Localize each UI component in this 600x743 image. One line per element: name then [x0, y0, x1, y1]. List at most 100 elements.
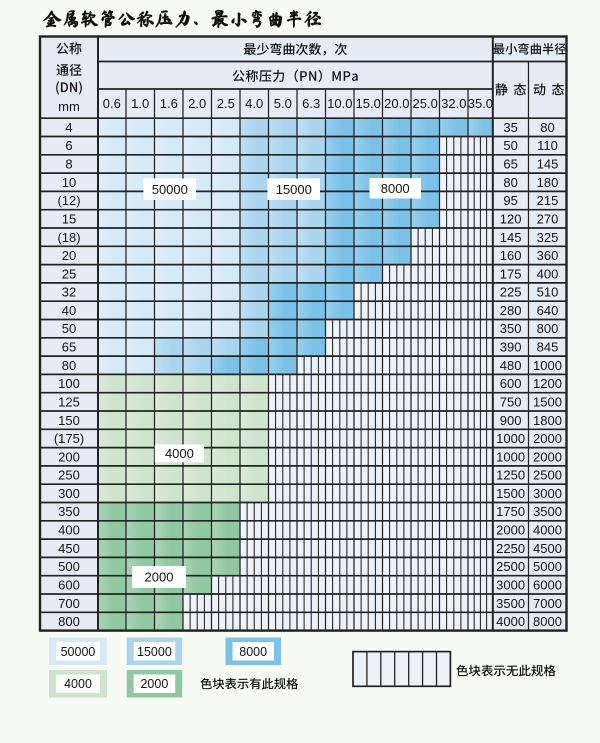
svg-text:150: 150: [58, 413, 80, 428]
svg-text:180: 180: [537, 175, 559, 190]
svg-text:750: 750: [500, 394, 522, 409]
svg-text:7000: 7000: [533, 596, 562, 611]
svg-text:1000: 1000: [496, 449, 525, 464]
svg-text:2000: 2000: [145, 570, 174, 585]
svg-text:32.0: 32.0: [441, 96, 466, 111]
svg-text:32: 32: [62, 285, 76, 300]
svg-text:4.0: 4.0: [245, 96, 263, 111]
svg-text:10: 10: [62, 175, 76, 190]
svg-text:390: 390: [500, 340, 522, 355]
svg-text:700: 700: [58, 596, 80, 611]
svg-text:510: 510: [537, 285, 559, 300]
svg-text:500: 500: [58, 559, 80, 574]
svg-text:2250: 2250: [496, 541, 525, 556]
svg-text:280: 280: [500, 303, 522, 318]
svg-text:15000: 15000: [137, 645, 172, 659]
svg-text:3000: 3000: [496, 578, 525, 593]
svg-text:25: 25: [62, 266, 76, 281]
svg-text:300: 300: [58, 486, 80, 501]
svg-text:80: 80: [540, 120, 554, 135]
svg-text:1500: 1500: [496, 486, 525, 501]
svg-text:250: 250: [58, 468, 80, 483]
svg-text:50000: 50000: [61, 645, 96, 659]
svg-text:5.0: 5.0: [274, 96, 292, 111]
svg-text:120: 120: [500, 211, 522, 226]
svg-text:1000: 1000: [533, 358, 562, 373]
svg-text:5000: 5000: [533, 559, 562, 574]
svg-text:350: 350: [500, 321, 522, 336]
svg-text:95: 95: [503, 193, 517, 208]
svg-text:1500: 1500: [533, 394, 562, 409]
svg-text:900: 900: [500, 413, 522, 428]
svg-text:0.6: 0.6: [103, 96, 121, 111]
svg-text:15000: 15000: [276, 182, 312, 197]
svg-text:65: 65: [503, 157, 517, 172]
svg-text:4500: 4500: [533, 541, 562, 556]
svg-text:(12): (12): [57, 193, 80, 208]
svg-text:3000: 3000: [533, 486, 562, 501]
svg-text:110: 110: [537, 138, 558, 153]
svg-text:mm: mm: [58, 99, 80, 114]
svg-text:2500: 2500: [533, 468, 562, 483]
svg-text:2000: 2000: [533, 449, 562, 464]
svg-text:100: 100: [58, 376, 80, 391]
svg-text:50: 50: [62, 321, 76, 336]
svg-text:15.0: 15.0: [356, 96, 381, 111]
svg-text:400: 400: [537, 266, 559, 281]
svg-text:270: 270: [537, 211, 559, 226]
svg-text:2.5: 2.5: [217, 96, 235, 111]
svg-text:2.0: 2.0: [188, 96, 206, 111]
svg-text:35: 35: [503, 120, 517, 135]
svg-text:1200: 1200: [533, 376, 562, 391]
svg-text:4000: 4000: [496, 614, 525, 629]
svg-text:145: 145: [500, 230, 522, 245]
svg-text:2000: 2000: [496, 523, 525, 538]
svg-text:1.0: 1.0: [131, 96, 149, 111]
svg-text:50: 50: [503, 138, 517, 153]
svg-text:25.0: 25.0: [413, 96, 438, 111]
svg-text:2000: 2000: [533, 431, 562, 446]
svg-text:20: 20: [62, 248, 76, 263]
svg-text:80: 80: [62, 358, 76, 373]
svg-text:2000: 2000: [140, 677, 168, 691]
svg-text:4000: 4000: [165, 446, 194, 461]
svg-text:350: 350: [58, 504, 80, 519]
svg-text:600: 600: [58, 578, 80, 593]
svg-text:(175): (175): [54, 431, 84, 446]
svg-text:65: 65: [62, 340, 76, 355]
svg-text:1750: 1750: [496, 504, 525, 519]
svg-text:2500: 2500: [496, 559, 525, 574]
svg-text:360: 360: [537, 248, 559, 263]
svg-text:1000: 1000: [496, 431, 525, 446]
svg-text:6000: 6000: [533, 578, 562, 593]
svg-text:(18): (18): [57, 230, 80, 245]
svg-text:8000: 8000: [533, 614, 562, 629]
svg-text:20.0: 20.0: [384, 96, 409, 111]
svg-text:145: 145: [537, 157, 559, 172]
svg-text:400: 400: [58, 523, 80, 538]
svg-text:845: 845: [537, 340, 559, 355]
svg-text:480: 480: [500, 358, 522, 373]
svg-text:225: 225: [500, 285, 522, 300]
svg-text:325: 325: [537, 230, 559, 245]
svg-text:15: 15: [62, 211, 76, 226]
svg-text:215: 215: [537, 193, 559, 208]
svg-text:3500: 3500: [533, 504, 562, 519]
svg-text:160: 160: [500, 248, 522, 263]
svg-text:4: 4: [65, 120, 72, 135]
svg-text:640: 640: [537, 303, 559, 318]
svg-text:3500: 3500: [496, 596, 525, 611]
svg-text:8000: 8000: [239, 645, 267, 659]
svg-text:10.0: 10.0: [327, 96, 352, 111]
svg-text:80: 80: [503, 175, 517, 190]
svg-text:175: 175: [500, 266, 522, 281]
svg-text:800: 800: [58, 614, 80, 629]
svg-text:450: 450: [58, 541, 80, 556]
svg-text:6: 6: [65, 138, 72, 153]
svg-text:4000: 4000: [533, 523, 562, 538]
svg-text:1.6: 1.6: [160, 96, 178, 111]
svg-text:600: 600: [500, 376, 522, 391]
svg-text:4000: 4000: [64, 677, 92, 691]
svg-text:125: 125: [58, 394, 80, 409]
svg-text:1250: 1250: [496, 468, 525, 483]
